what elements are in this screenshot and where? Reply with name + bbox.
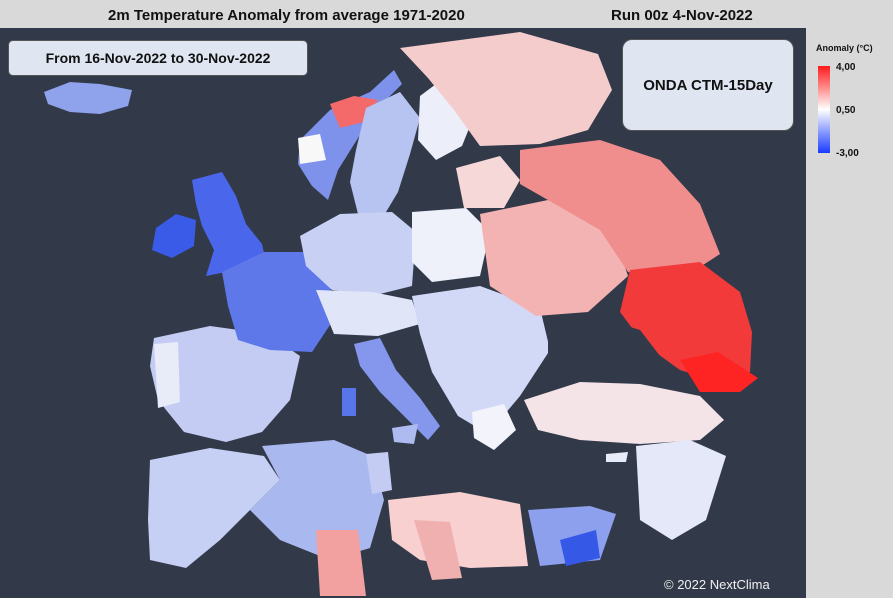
- turkey-region: [524, 382, 724, 444]
- egypt-south-region: [560, 530, 600, 566]
- central-russia-region: [520, 140, 720, 280]
- cyprus-region: [606, 452, 628, 462]
- sardinia-region: [342, 388, 356, 416]
- norway-south-region: [298, 134, 326, 164]
- legend-title: Anomaly (°C): [816, 43, 873, 53]
- header-run-date: Run 00z 4-Nov-2022: [611, 7, 753, 24]
- legend-max-label: 4,00: [836, 62, 856, 73]
- header-title: 2m Temperature Anomaly from average 1971…: [108, 7, 465, 24]
- sweden-region: [350, 92, 420, 222]
- map-area: From 16-Nov-2022 to 30-Nov-2022 ONDA CTM…: [0, 28, 806, 598]
- period-label: From 16-Nov-2022 to 30-Nov-2022: [45, 50, 271, 66]
- model-label-box: ONDA CTM-15Day: [622, 39, 794, 131]
- libya-west-region: [414, 520, 462, 580]
- north-russia-region: [400, 32, 612, 146]
- copyright-text: © 2022 NextClima: [664, 577, 770, 592]
- black-sea: [548, 318, 660, 380]
- legend-mid-label: 0,50: [836, 105, 856, 116]
- norway-north-region: [330, 96, 378, 128]
- sicily-region: [392, 424, 418, 444]
- legend-color-bar: [818, 66, 830, 153]
- tunisia-region: [366, 452, 392, 494]
- libya-region: [388, 492, 528, 568]
- ireland-region: [152, 214, 196, 258]
- balkans-region: [412, 286, 550, 434]
- belarus-ukraine-region: [480, 200, 628, 316]
- iberia-region: [150, 326, 300, 442]
- italy-region: [354, 338, 440, 440]
- great-britain-region: [192, 172, 266, 276]
- anomaly-map: [44, 32, 758, 596]
- france-region: [222, 252, 336, 352]
- baltic-region: [456, 156, 520, 208]
- period-label-box: From 16-Nov-2022 to 30-Nov-2022: [8, 40, 308, 76]
- greece-region: [472, 404, 516, 450]
- benelux-germany-region: [300, 212, 416, 296]
- caucasus-region: [680, 352, 758, 392]
- iceland-region: [44, 82, 132, 114]
- south-russia-region: [620, 262, 752, 382]
- middle-east-region: [636, 440, 726, 540]
- algeria-south-region: [316, 530, 366, 596]
- legend-min-label: -3,00: [836, 148, 859, 159]
- portugal-region: [154, 342, 180, 408]
- morocco-region: [148, 448, 280, 568]
- model-label: ONDA CTM-15Day: [643, 76, 773, 94]
- alps-region: [316, 290, 420, 336]
- poland-region: [412, 208, 490, 282]
